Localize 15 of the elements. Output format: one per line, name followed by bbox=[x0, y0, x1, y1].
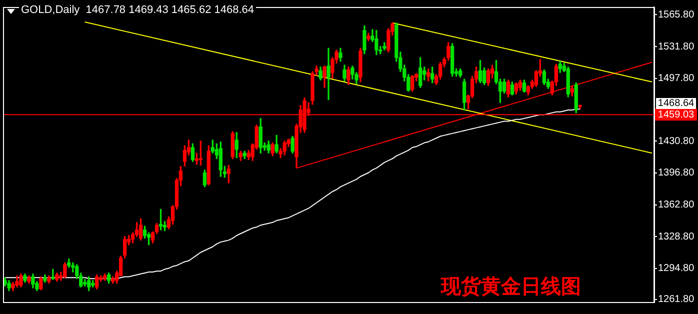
y-tick-label: 1565.80 bbox=[658, 9, 695, 20]
candlestick bbox=[51, 268, 55, 280]
ref-line-label: 1459.03 bbox=[658, 109, 695, 120]
chart-title: GOLD,Daily 1467.78 1469.43 1465.62 1468.64 bbox=[19, 4, 256, 16]
y-tick-label: 1362.80 bbox=[658, 200, 695, 211]
candlestick bbox=[326, 48, 330, 100]
y-tick-label: 1261.80 bbox=[658, 294, 695, 306]
y-tick-label: 1396.80 bbox=[658, 168, 695, 179]
y-tick-label: 1294.80 bbox=[658, 263, 695, 274]
y-tick-label: 1328.80 bbox=[658, 231, 695, 242]
y-tick-label: 1531.80 bbox=[658, 41, 695, 52]
text: 1468.64 bbox=[656, 98, 696, 109]
annotation: 现货黄金日线图 bbox=[441, 273, 581, 300]
y-tick-label: 1497.80 bbox=[658, 73, 695, 84]
y-tick-label: 1430.80 bbox=[658, 136, 695, 147]
